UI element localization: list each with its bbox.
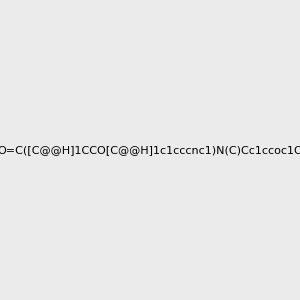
Text: O=C([C@@H]1CCO[C@@H]1c1cccnc1)N(C)Cc1ccoc1C: O=C([C@@H]1CCO[C@@H]1c1cccnc1)N(C)Cc1cco… <box>0 145 300 155</box>
